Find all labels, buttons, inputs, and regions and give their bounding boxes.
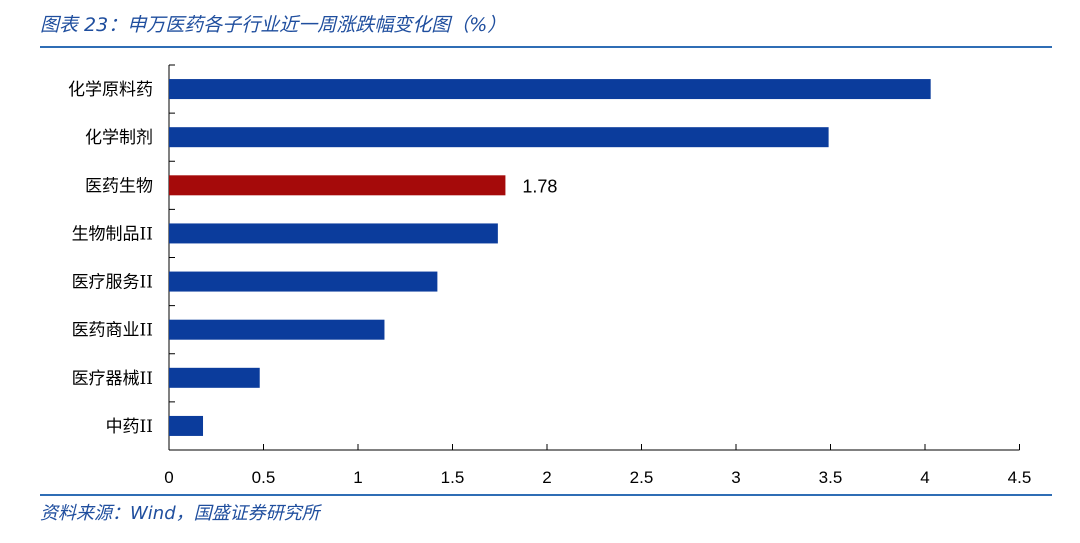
bar bbox=[169, 415, 204, 436]
x-tick-label: 2.5 bbox=[630, 468, 654, 487]
bar bbox=[169, 127, 829, 148]
bar bbox=[169, 271, 438, 292]
category-label: 生物制品II bbox=[72, 224, 153, 244]
bar bbox=[169, 223, 498, 244]
bar bbox=[169, 175, 506, 196]
category-label: 医疗服务II bbox=[72, 273, 153, 293]
chart-footer: 资料来源：Wind，国盛证券研究所 bbox=[40, 494, 1052, 534]
category-label: 医疗器械II bbox=[72, 369, 153, 389]
x-tick-label: 0 bbox=[164, 468, 173, 487]
bar bbox=[169, 319, 385, 340]
chart-title: 图表 23：申万医药各子行业近一周涨跌幅变化图（%） bbox=[40, 14, 507, 36]
x-tick-label: 3 bbox=[731, 468, 740, 487]
bar bbox=[169, 79, 931, 100]
x-tick-label: 4.5 bbox=[1008, 468, 1032, 487]
category-label: 化学制剂 bbox=[85, 128, 153, 148]
category-label: 医药商业II bbox=[72, 321, 153, 341]
data-label: 1.78 bbox=[522, 176, 557, 196]
chart-header: 图表 23：申万医药各子行业近一周涨跌幅变化图（%） bbox=[40, 10, 1052, 48]
source-note: 资料来源：Wind，国盛证券研究所 bbox=[40, 503, 320, 524]
footer-rule bbox=[40, 494, 1052, 496]
x-tick-label: 1 bbox=[353, 468, 362, 487]
x-tick-label: 1.5 bbox=[441, 468, 465, 487]
bar bbox=[169, 367, 260, 388]
category-label: 化学原料药 bbox=[68, 80, 153, 100]
x-tick-label: 4 bbox=[920, 468, 929, 487]
category-label: 医药生物 bbox=[85, 176, 153, 196]
header-rule bbox=[40, 46, 1052, 48]
category-label: 中药II bbox=[106, 417, 153, 437]
x-tick-label: 3.5 bbox=[819, 468, 843, 487]
x-tick-label: 2 bbox=[542, 468, 551, 487]
x-tick-label: 0.5 bbox=[252, 468, 276, 487]
